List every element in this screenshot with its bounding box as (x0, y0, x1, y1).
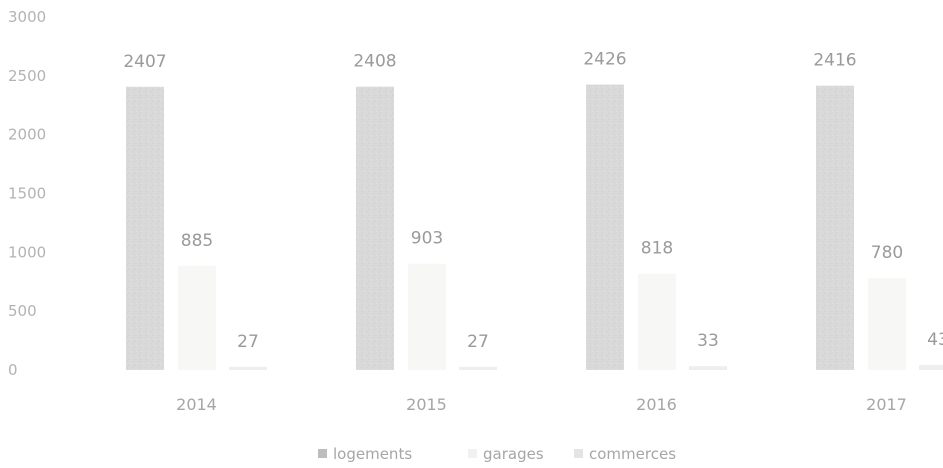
y-tick-label: 500 (8, 302, 37, 320)
legend: logements garages commerces (318, 445, 676, 463)
bar-logements-2014 (126, 86, 164, 370)
data-label-garages-2016: 818 (641, 239, 673, 259)
x-tick-label-2015: 2015 (406, 395, 447, 414)
bars: 2407 885 27 2408 903 27 2426 818 33 2416 780 43 (123, 50, 943, 371)
data-label-garages-2015: 903 (411, 229, 443, 249)
bar-garages-2017 (868, 278, 906, 370)
y-tick-label: 0 (8, 361, 18, 379)
x-tick-label-2014: 2014 (176, 395, 217, 414)
data-label-garages-2014: 885 (181, 231, 213, 251)
bar-garages-2016 (638, 273, 676, 370)
legend-label-logements: logements (333, 445, 412, 463)
data-label-garages-2017: 780 (871, 243, 903, 263)
data-label-logements-2017: 2416 (813, 51, 856, 71)
y-tick-label: 1500 (8, 185, 46, 203)
legend-label-commerces: commerces (589, 445, 676, 463)
bar-commerces-2015 (459, 366, 497, 370)
bar-commerces-2017 (919, 364, 943, 370)
legend-swatch-commerces (574, 449, 583, 458)
y-tick-label: 3000 (8, 8, 46, 26)
y-tick-label: 2000 (8, 126, 46, 144)
legend-swatch-garages (468, 449, 477, 458)
bar-garages-2015 (408, 263, 446, 370)
bar-commerces-2014 (229, 366, 267, 370)
bar-commerces-2016 (689, 366, 727, 370)
y-axis: 0 500 1000 1500 2000 2500 3000 (8, 8, 46, 379)
data-label-commerces-2016: 33 (697, 331, 719, 351)
data-label-commerces-2014: 27 (237, 332, 259, 352)
bar-logements-2017 (816, 85, 854, 370)
data-label-logements-2015: 2408 (353, 52, 396, 72)
data-label-logements-2016: 2426 (583, 50, 626, 70)
y-tick-label: 1000 (8, 243, 46, 261)
bar-logements-2015 (356, 86, 394, 371)
legend-swatch-logements (318, 449, 327, 458)
legend-label-garages: garages (483, 445, 544, 463)
x-tick-label-2016: 2016 (636, 395, 677, 414)
y-tick-label: 2500 (8, 67, 46, 85)
x-axis: 2014 2015 2016 2017 (176, 395, 907, 414)
data-label-commerces-2017: 43 (927, 330, 943, 350)
x-tick-label-2017: 2017 (866, 395, 907, 414)
bar-garages-2014 (178, 265, 216, 370)
data-label-commerces-2015: 27 (467, 332, 489, 352)
bar-logements-2016 (586, 84, 624, 371)
data-label-logements-2014: 2407 (123, 52, 166, 72)
